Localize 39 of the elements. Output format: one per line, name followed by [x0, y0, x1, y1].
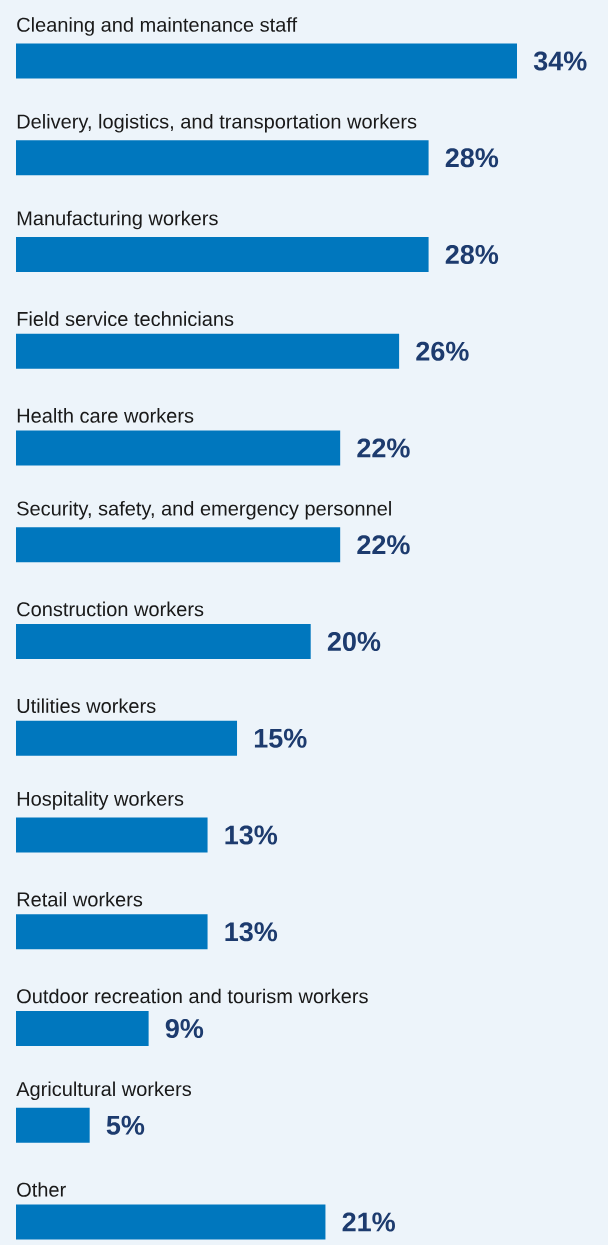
data-label: 26%	[416, 341, 469, 361]
data-label: 15%	[254, 728, 307, 748]
data-label: 34%	[533, 51, 587, 71]
data-label: 9%	[165, 1018, 204, 1039]
bar	[16, 430, 341, 466]
bar	[16, 1011, 149, 1047]
bar	[16, 237, 429, 273]
data-label: 21%	[342, 1212, 395, 1232]
bar	[16, 140, 429, 176]
y-tick-label: Other	[17, 1182, 66, 1197]
y-tick-label: Health care workers	[17, 408, 194, 423]
y-tick-label: Construction workers	[17, 601, 204, 617]
data-label: 22%	[357, 535, 410, 555]
data-label: 13%	[225, 922, 278, 942]
y-tick-label: Security, safety, and emergency personnel	[17, 500, 391, 520]
y-tick-label: Cleaning and maintenance staff	[17, 17, 298, 36]
y-tick-label: Manufacturing workers	[17, 210, 218, 230]
y-tick-label: Retail workers	[17, 891, 143, 907]
y-tick-label: Outdoor recreation and tourism workers	[17, 988, 368, 1004]
bar	[16, 1204, 326, 1240]
data-label: 13%	[225, 825, 278, 845]
bar	[16, 43, 517, 79]
y-tick-label: Delivery, logistics, and transportation workers	[17, 113, 417, 133]
bar	[16, 527, 341, 563]
data-label: 28%	[445, 244, 499, 265]
data-label: 28%	[445, 148, 499, 168]
y-tick-label: Hospitality workers	[17, 791, 184, 810]
bar	[16, 914, 208, 950]
bar	[16, 624, 311, 660]
bar	[16, 333, 400, 369]
bar	[16, 817, 208, 853]
y-tick-label: Utilities workers	[17, 698, 156, 714]
data-label: 20%	[327, 631, 381, 652]
bar	[16, 1107, 90, 1143]
y-tick-label: Agricultural workers	[16, 1081, 192, 1101]
bar	[16, 720, 238, 756]
data-label: 5%	[106, 1115, 145, 1135]
data-label: 22%	[357, 438, 410, 458]
y-tick-label: Field service technicians	[17, 311, 234, 327]
